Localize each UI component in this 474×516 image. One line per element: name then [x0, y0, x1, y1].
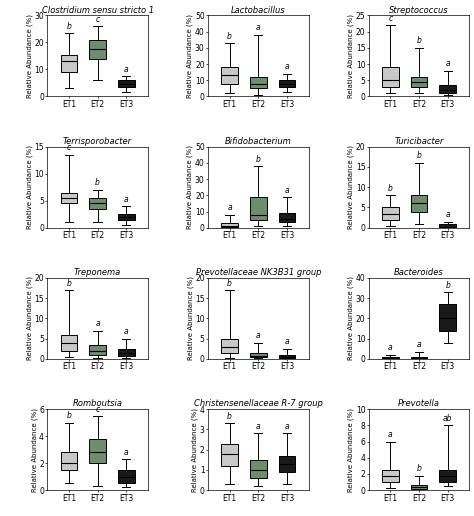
Text: b: b — [227, 279, 232, 288]
Text: b: b — [417, 464, 421, 473]
Y-axis label: Relative Abundance (%): Relative Abundance (%) — [187, 14, 193, 98]
Text: b: b — [417, 152, 421, 160]
PathPatch shape — [279, 456, 295, 472]
Text: b: b — [66, 279, 72, 288]
Text: a: a — [124, 65, 128, 74]
Text: a: a — [285, 186, 289, 195]
Text: b: b — [66, 22, 72, 30]
Title: Bifidobacterium: Bifidobacterium — [225, 137, 292, 146]
Text: b: b — [227, 412, 232, 421]
Y-axis label: Relative Abundance (%): Relative Abundance (%) — [348, 145, 355, 229]
Title: Christensenellaceae R-7 group: Christensenellaceae R-7 group — [194, 399, 323, 408]
Text: a: a — [285, 422, 289, 431]
Text: a: a — [256, 331, 261, 341]
PathPatch shape — [221, 444, 238, 466]
Y-axis label: Relative Abundance (%): Relative Abundance (%) — [348, 14, 355, 98]
Text: a: a — [388, 430, 392, 439]
Text: b: b — [227, 31, 232, 41]
Text: a: a — [124, 327, 128, 336]
Text: ab: ab — [443, 414, 453, 423]
Title: Clostridium sensu stricto 1: Clostridium sensu stricto 1 — [42, 6, 154, 14]
Y-axis label: Relative Abundance (%): Relative Abundance (%) — [26, 14, 33, 98]
PathPatch shape — [279, 80, 295, 87]
Y-axis label: Relative Abundance (%): Relative Abundance (%) — [348, 408, 355, 492]
Text: a: a — [285, 62, 289, 71]
PathPatch shape — [250, 77, 267, 88]
PathPatch shape — [221, 223, 238, 227]
Text: a: a — [228, 203, 232, 213]
PathPatch shape — [410, 485, 428, 489]
Title: Prevotella: Prevotella — [398, 399, 440, 408]
Text: a: a — [417, 341, 421, 349]
Text: c: c — [95, 405, 100, 413]
Text: a: a — [285, 337, 289, 346]
Y-axis label: Relative Abundance (%): Relative Abundance (%) — [27, 145, 33, 229]
Title: Romboutsia: Romboutsia — [73, 399, 123, 408]
PathPatch shape — [410, 77, 428, 87]
PathPatch shape — [410, 357, 428, 358]
PathPatch shape — [61, 192, 77, 203]
Text: b: b — [417, 37, 421, 45]
Text: b: b — [445, 281, 450, 289]
Title: Treponema: Treponema — [74, 268, 121, 277]
PathPatch shape — [382, 470, 399, 482]
PathPatch shape — [118, 80, 135, 87]
PathPatch shape — [439, 224, 456, 228]
PathPatch shape — [250, 353, 267, 358]
PathPatch shape — [118, 349, 135, 356]
Title: Prevotellaceae NK3B31 group: Prevotellaceae NK3B31 group — [196, 268, 321, 277]
Y-axis label: Relative Abundance (%): Relative Abundance (%) — [348, 277, 354, 361]
Title: Lactobacillus: Lactobacillus — [231, 6, 286, 14]
PathPatch shape — [221, 67, 238, 84]
Y-axis label: Relative Abundance (%): Relative Abundance (%) — [192, 408, 199, 492]
Y-axis label: Relative Abundance (%): Relative Abundance (%) — [27, 277, 33, 361]
PathPatch shape — [279, 355, 295, 358]
PathPatch shape — [439, 470, 456, 482]
PathPatch shape — [382, 207, 399, 220]
PathPatch shape — [221, 338, 238, 353]
PathPatch shape — [89, 345, 106, 355]
Text: a: a — [124, 195, 128, 204]
PathPatch shape — [89, 439, 106, 463]
PathPatch shape — [439, 85, 456, 93]
Text: a: a — [95, 319, 100, 328]
PathPatch shape — [118, 470, 135, 483]
Text: a: a — [256, 24, 261, 33]
Y-axis label: Relative Abundance (%): Relative Abundance (%) — [187, 277, 193, 361]
Text: a: a — [446, 59, 450, 68]
PathPatch shape — [382, 67, 399, 87]
Y-axis label: Relative Abundance (%): Relative Abundance (%) — [31, 408, 37, 492]
Text: a: a — [388, 344, 392, 352]
Title: Terrisporobacter: Terrisporobacter — [63, 137, 132, 146]
Text: a: a — [256, 422, 261, 431]
Text: b: b — [388, 184, 393, 193]
Text: a: a — [446, 210, 450, 219]
Text: b: b — [256, 155, 261, 164]
Title: Streptococcus: Streptococcus — [389, 6, 449, 14]
PathPatch shape — [439, 304, 456, 331]
PathPatch shape — [279, 213, 295, 222]
Text: a: a — [124, 448, 128, 457]
PathPatch shape — [61, 453, 77, 470]
Title: Bacteroides: Bacteroides — [394, 268, 444, 277]
Text: c: c — [95, 15, 100, 24]
PathPatch shape — [61, 55, 77, 72]
Text: b: b — [66, 411, 72, 420]
PathPatch shape — [410, 196, 428, 212]
Text: c: c — [388, 14, 392, 23]
Text: c: c — [67, 143, 71, 152]
PathPatch shape — [89, 198, 106, 209]
PathPatch shape — [250, 197, 267, 220]
PathPatch shape — [250, 460, 267, 478]
PathPatch shape — [118, 214, 135, 220]
Text: b: b — [95, 179, 100, 187]
Title: Turicibacter: Turicibacter — [394, 137, 444, 146]
PathPatch shape — [382, 357, 399, 358]
Y-axis label: Relative Abundance (%): Relative Abundance (%) — [187, 145, 193, 229]
PathPatch shape — [89, 40, 106, 59]
PathPatch shape — [61, 335, 77, 351]
